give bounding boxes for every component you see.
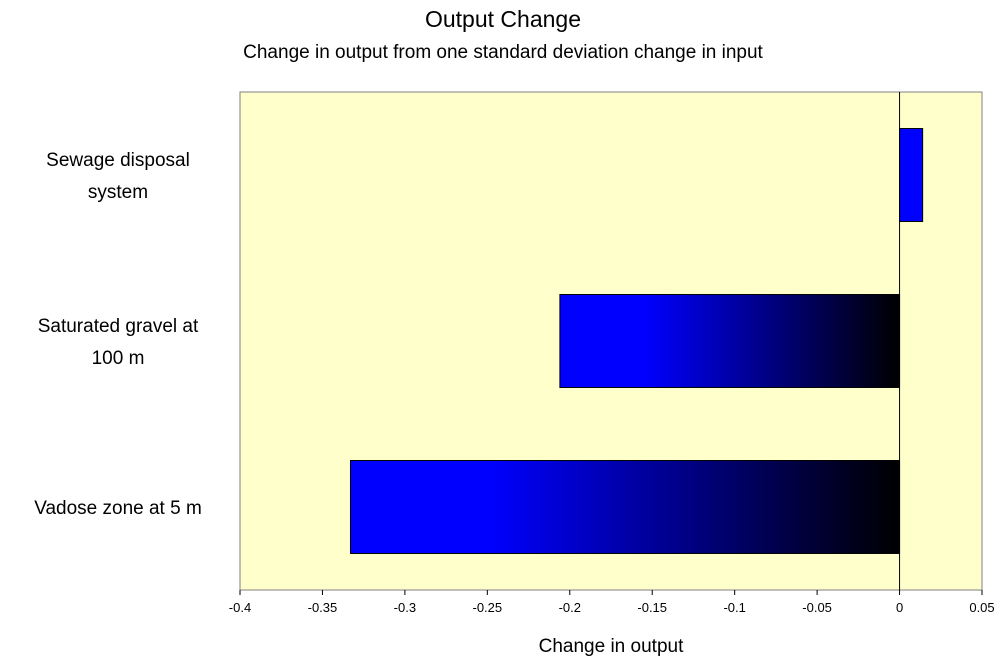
x-tick-label-4: -0.25 bbox=[473, 600, 503, 615]
category-label-3: Vadose zone at 5 m bbox=[34, 498, 202, 519]
bar-1 bbox=[899, 128, 924, 222]
x-tick-label-7: -0.1 bbox=[723, 600, 745, 615]
category-label-1: Sewage disposal system bbox=[46, 150, 190, 203]
chart-title: Output Change bbox=[424, 6, 581, 32]
x-tick-label-2: -0.35 bbox=[308, 600, 338, 615]
x-tick-label-3: -0.3 bbox=[394, 600, 416, 615]
x-tick-label-9: 0 bbox=[896, 600, 903, 615]
bar-2 bbox=[559, 294, 901, 388]
x-tick-label-8: -0.05 bbox=[802, 600, 832, 615]
x-tick-label-6: -0.15 bbox=[637, 600, 667, 615]
bar-3 bbox=[349, 460, 901, 554]
chart-subtitle: Change in output from one standard devia… bbox=[243, 42, 763, 63]
x-axis-title: Change in output bbox=[539, 636, 684, 657]
x-tick-label-5: -0.2 bbox=[559, 600, 581, 615]
x-tick-label-1: -0.4 bbox=[229, 600, 251, 615]
category-label-2: Saturated gravel at 100 m bbox=[38, 316, 199, 369]
x-tick-label-10: 0.05 bbox=[969, 600, 994, 615]
